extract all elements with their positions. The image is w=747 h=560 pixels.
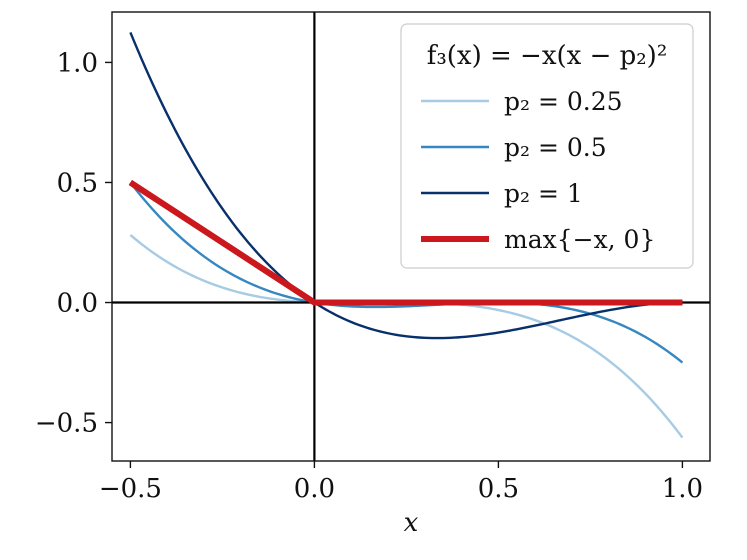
legend-title: f₃(x) = −x(x − p₂)² [427,41,668,71]
x-tick-label: 0.5 [478,474,519,504]
plot-frame [111,11,711,462]
x-tick-label: −0.5 [99,474,162,504]
legend-entry-label: p₂ = 0.25 [504,87,623,116]
series-line-3 [129,31,683,340]
legend-box [400,23,694,269]
legend-entry-label: p₂ = 0.5 [504,133,607,162]
legend: f₃(x) = −x(x − p₂)² p₂ = 0.25 p₂ = 0.5 p₂ =… [400,23,694,269]
zero-lines [112,12,710,461]
legend-entry-label: max{−x, 0} [504,225,655,254]
y-tick-label: 0.0 [57,289,98,319]
x-axis-label: x [404,508,419,538]
y-tick-label: 0.5 [57,168,98,198]
ticks-layer: −0.5 0.0 0.5 1.0 −0.5 0.0 0.5 1.0 [35,48,703,504]
y-tick-label: −0.5 [35,409,98,439]
legend-entry-label: p₂ = 1 [504,179,583,208]
x-tick-label: 0.0 [294,474,335,504]
x-tick-label: 1.0 [662,474,703,504]
series-line-4-overlay [128,179,683,306]
y-tick-label: 1.0 [57,48,98,78]
